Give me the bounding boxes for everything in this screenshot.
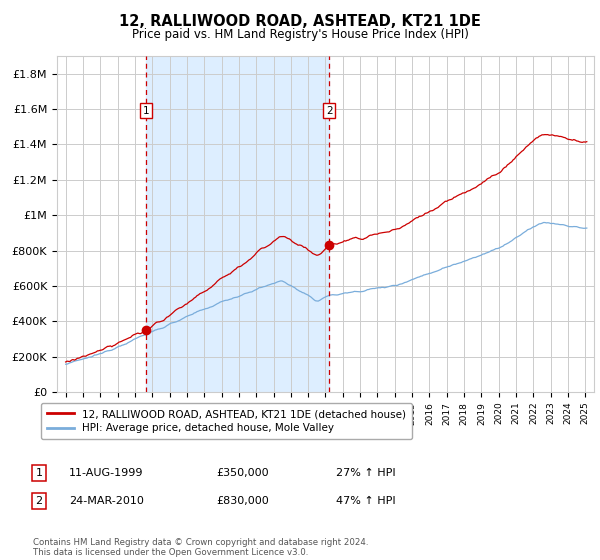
Text: £830,000: £830,000 xyxy=(216,496,269,506)
Text: 2: 2 xyxy=(326,106,332,116)
Legend: 12, RALLIWOOD ROAD, ASHTEAD, KT21 1DE (detached house), HPI: Average price, deta: 12, RALLIWOOD ROAD, ASHTEAD, KT21 1DE (d… xyxy=(41,403,412,440)
Text: 27% ↑ HPI: 27% ↑ HPI xyxy=(336,468,395,478)
Text: 11-AUG-1999: 11-AUG-1999 xyxy=(69,468,143,478)
Text: £350,000: £350,000 xyxy=(216,468,269,478)
Text: 1: 1 xyxy=(35,468,43,478)
Text: 47% ↑ HPI: 47% ↑ HPI xyxy=(336,496,395,506)
Text: 2: 2 xyxy=(35,496,43,506)
Text: 1: 1 xyxy=(142,106,149,116)
Text: 12, RALLIWOOD ROAD, ASHTEAD, KT21 1DE: 12, RALLIWOOD ROAD, ASHTEAD, KT21 1DE xyxy=(119,14,481,29)
Bar xyxy=(146,56,329,392)
Text: Price paid vs. HM Land Registry's House Price Index (HPI): Price paid vs. HM Land Registry's House … xyxy=(131,28,469,41)
Text: 24-MAR-2010: 24-MAR-2010 xyxy=(69,496,144,506)
Text: Contains HM Land Registry data © Crown copyright and database right 2024.
This d: Contains HM Land Registry data © Crown c… xyxy=(33,538,368,557)
